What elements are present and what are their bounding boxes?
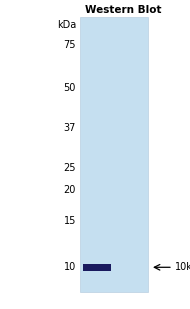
Text: 25: 25 xyxy=(63,163,76,173)
Text: 20: 20 xyxy=(64,185,76,195)
Text: 75: 75 xyxy=(63,40,76,50)
Bar xyxy=(80,17,148,292)
Text: 37: 37 xyxy=(64,123,76,133)
Text: 10kDa: 10kDa xyxy=(175,262,190,272)
Text: 10: 10 xyxy=(64,262,76,272)
Text: Western Blot: Western Blot xyxy=(85,6,162,15)
Text: kDa: kDa xyxy=(57,20,76,30)
Text: 50: 50 xyxy=(64,83,76,93)
Text: 15: 15 xyxy=(64,216,76,226)
Bar xyxy=(83,264,111,271)
